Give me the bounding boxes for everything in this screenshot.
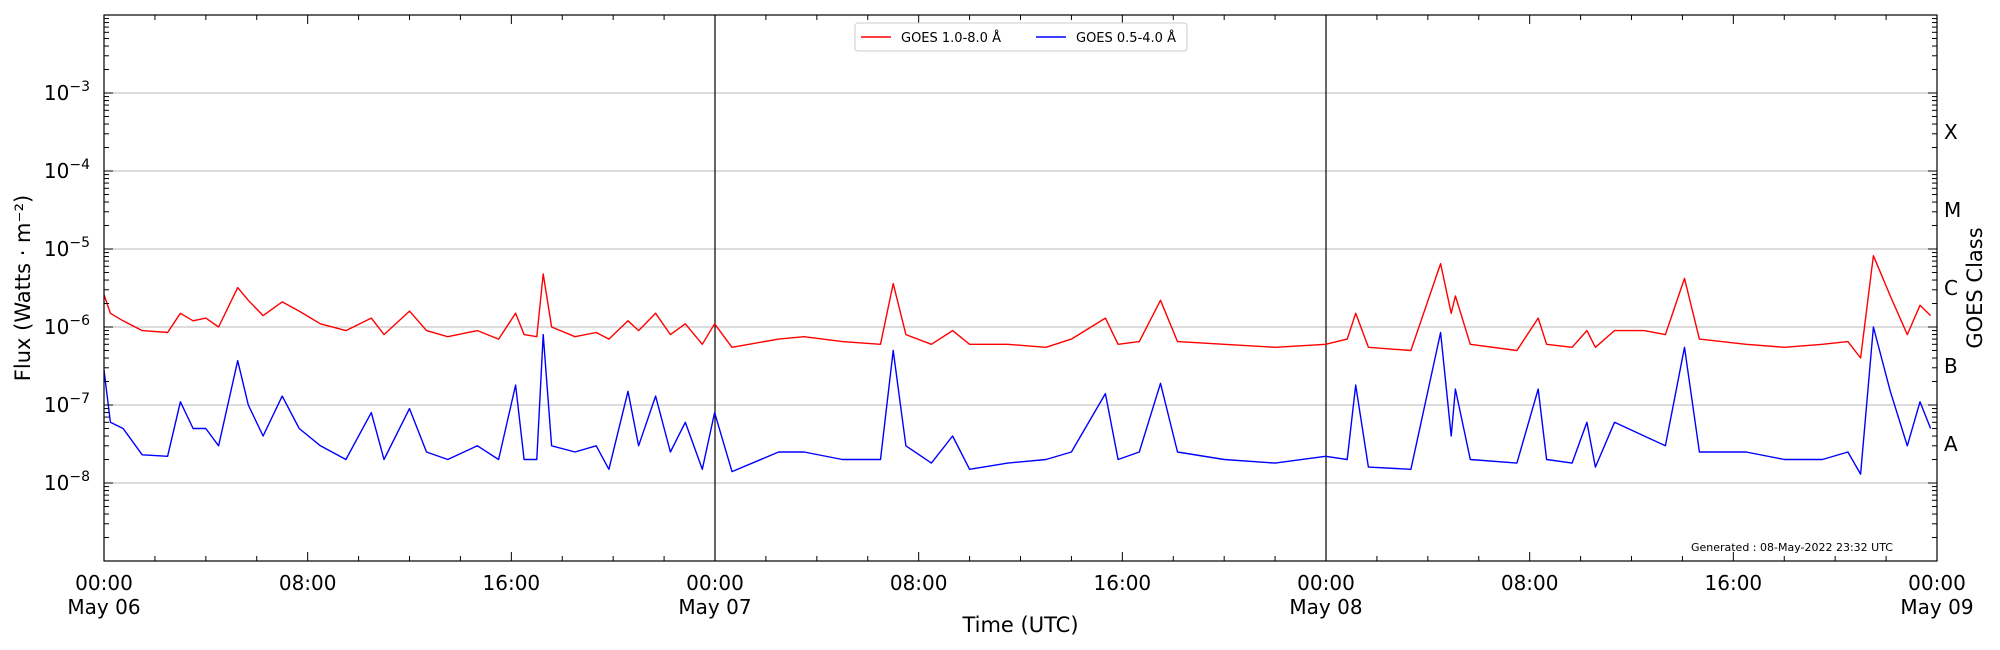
generated-timestamp: Generated : 08-May-2022 23:32 UTC [1691, 541, 1893, 554]
series-line-short-channel [103, 326, 1932, 475]
goes-class-label: C [1944, 276, 1958, 300]
y-axis-title: Flux (Watts · m⁻²) [11, 195, 35, 381]
y-tick-label: 10−6 [44, 313, 90, 339]
grid-layer [104, 92, 1937, 484]
x-tick-label: 08:00 [1501, 571, 1559, 595]
series-layer [103, 255, 1932, 475]
y-tick-label: 10−7 [44, 391, 90, 417]
goes-class-label: X [1944, 120, 1958, 144]
x-tick-label: 16:00 [1094, 571, 1152, 595]
legend-label-long-channel: GOES 1.0-8.0 Å [901, 30, 1001, 46]
tick-layer [103, 15, 1938, 561]
x-tick-label: 16:00 [1705, 571, 1763, 595]
goes-class-axis-title: GOES Class [1963, 227, 1987, 348]
y-tick-label: 10−5 [44, 235, 90, 261]
y-tick-label: 10−8 [44, 469, 90, 495]
x-tick-label: 00:00 [686, 571, 744, 595]
x-tick-label: 16:00 [483, 571, 541, 595]
x-tick-date-label: May 06 [67, 595, 140, 619]
x-tick-date-label: May 07 [678, 595, 751, 619]
y-tick-label: 10−4 [44, 157, 90, 183]
legend-label-short-channel: GOES 0.5-4.0 Å [1076, 30, 1176, 46]
goes-class-label: M [1944, 198, 1961, 222]
x-tick-label: 00:00 [75, 571, 133, 595]
y-tick-label: 10−3 [44, 79, 90, 105]
x-tick-label: 08:00 [890, 571, 948, 595]
x-tick-date-label: May 08 [1289, 595, 1362, 619]
x-axis-title: Time (UTC) [961, 613, 1078, 637]
legend: GOES 1.0-8.0 Å GOES 0.5-4.0 Å [854, 22, 1188, 52]
goes-class-label: B [1944, 354, 1958, 378]
legend-box [854, 22, 1188, 52]
x-tick-date-label: May 09 [1900, 595, 1973, 619]
goes-class-label: A [1944, 432, 1958, 456]
x-tick-label: 08:00 [279, 571, 337, 595]
series-line-long-channel [103, 255, 1932, 359]
x-tick-label: 00:00 [1908, 571, 1966, 595]
day-boundary-layer [714, 15, 1327, 561]
x-tick-label: 00:00 [1297, 571, 1355, 595]
